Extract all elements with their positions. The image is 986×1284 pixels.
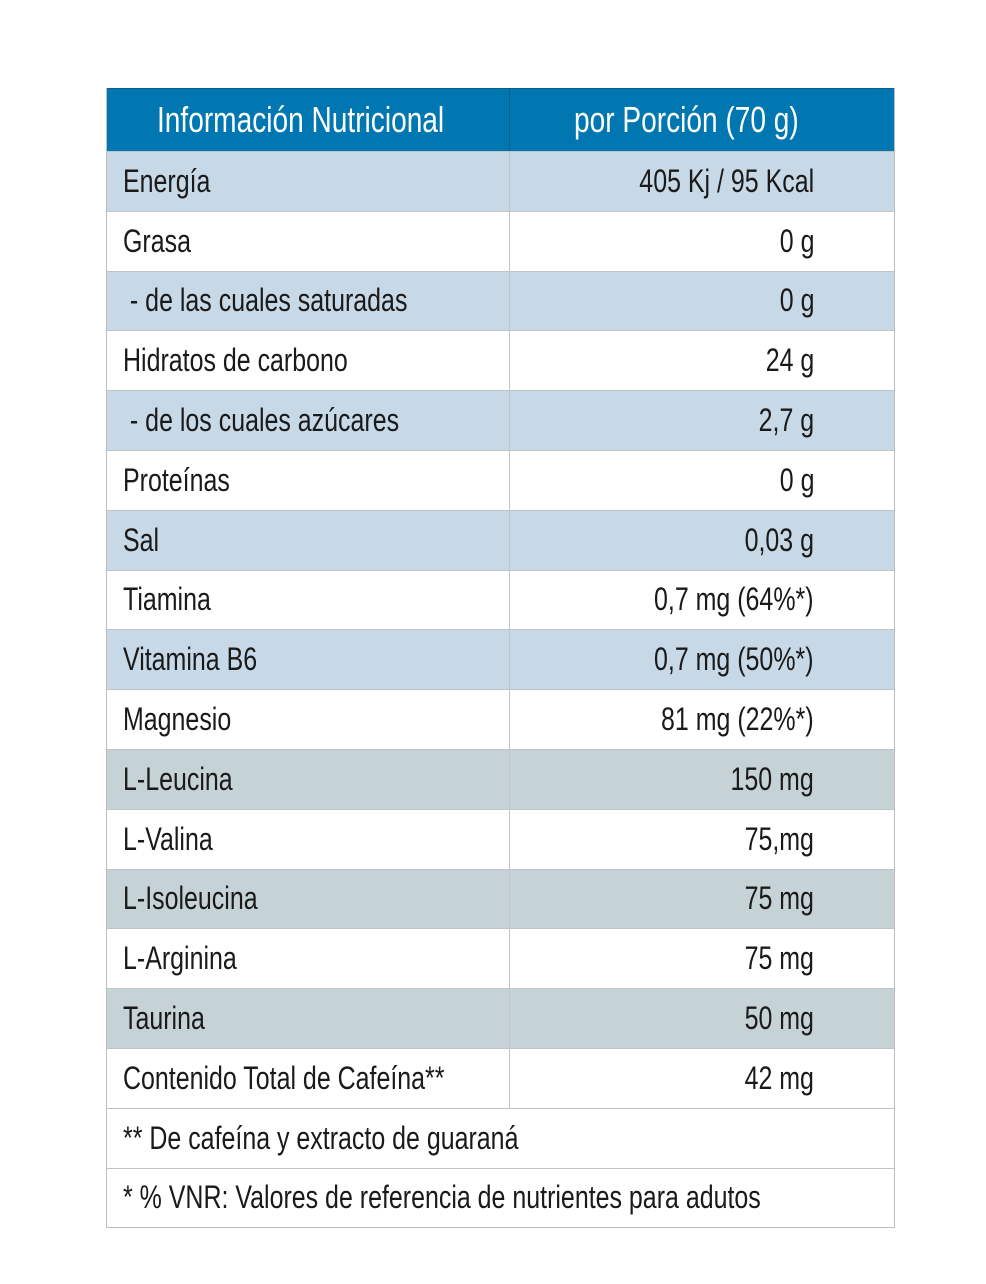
footnote-row: ** De cafeína y extracto de guaraná	[107, 1107, 894, 1168]
footnote: ** De cafeína y extracto de guaraná	[123, 1119, 519, 1156]
nutrition-table: Información Nutricional por Porción (70 …	[106, 88, 895, 1229]
table-row: Hidratos de carbono 24 g	[107, 330, 894, 391]
nutrient-value: 75 mg	[744, 880, 814, 917]
nutrient-label: Tiamina	[123, 581, 211, 618]
nutrient-label: Energía	[123, 162, 211, 199]
nutrient-label: L-Arginina	[123, 940, 237, 977]
nutrient-value: 0 g	[779, 282, 814, 319]
footnote: * % VNR: Valores de referencia de nutrie…	[123, 1179, 761, 1216]
header-per-serving: por Porción (70 g)	[574, 99, 799, 140]
nutrient-value: 0,7 mg (50%*)	[654, 641, 814, 678]
nutrient-label: Taurina	[123, 1000, 205, 1037]
table-row: L-Arginina 75 mg	[107, 928, 894, 989]
table-row: Magnesio 81 mg (22%*)	[107, 689, 894, 749]
nutrient-label: Vitamina B6	[123, 641, 258, 678]
nutrient-value: 42 mg	[744, 1059, 814, 1096]
table-row: L-Isoleucina 75 mg	[107, 868, 894, 929]
table-row: Taurina 50 mg	[107, 988, 894, 1048]
nutrient-value: 24 g	[765, 342, 814, 379]
nutrient-label: L-Isoleucina	[123, 880, 258, 917]
table-row: - de los cuales azúcares 2,7 g	[107, 390, 894, 450]
nutrient-value: 0 g	[779, 461, 814, 498]
table-row: Proteínas 0 g	[107, 449, 894, 510]
nutrient-value: 2,7 g	[758, 402, 814, 439]
table-row: L-Valina 75,mg	[107, 808, 894, 869]
table-row: Vitamina B6 0,7 mg (50%*)	[107, 629, 894, 690]
nutrient-value: 75,mg	[744, 820, 814, 857]
nutrient-label: L-Valina	[123, 820, 213, 857]
table-row: Sal 0,03 g	[107, 509, 894, 570]
nutrient-label: Sal	[123, 521, 160, 558]
header-nutrient: Información Nutricional	[157, 99, 445, 140]
nutrient-value: 0 g	[779, 222, 814, 259]
table-row: Grasa 0 g	[107, 210, 894, 271]
nutrient-label: Hidratos de carbono	[123, 342, 348, 379]
table-row: Energía 405 Kj / 95 Kcal	[107, 151, 894, 211]
nutrient-value: 0,7 mg (64%*)	[654, 581, 814, 618]
nutrient-label: L-Leucina	[123, 760, 233, 797]
nutrient-value: 50 mg	[744, 1000, 814, 1037]
nutrient-label: Proteínas	[123, 461, 230, 498]
nutrient-value: 405 Kj / 95 Kcal	[639, 162, 814, 199]
nutrient-value: 150 mg	[730, 760, 814, 797]
nutrient-value: 75 mg	[744, 940, 814, 977]
table-row: - de las cuales saturadas 0 g	[107, 270, 894, 331]
nutrient-label: - de las cuales saturadas	[123, 282, 408, 319]
footnote-row: * % VNR: Valores de referencia de nutrie…	[107, 1167, 894, 1228]
table-row: Tiamina 0,7 mg (64%*)	[107, 569, 894, 630]
nutrient-label: Grasa	[123, 222, 191, 259]
nutrient-value: 0,03 g	[744, 521, 814, 558]
table-row: Contenido Total de Cafeína** 42 mg	[107, 1047, 894, 1108]
table-row: L-Leucina 150 mg	[107, 748, 894, 809]
nutrient-label: - de los cuales azúcares	[123, 402, 400, 439]
table-header: Información Nutricional por Porción (70 …	[107, 88, 894, 151]
nutrient-label: Contenido Total de Cafeína**	[123, 1059, 445, 1096]
nutrient-value: 81 mg (22%*)	[661, 701, 814, 738]
nutrient-label: Magnesio	[123, 701, 232, 738]
